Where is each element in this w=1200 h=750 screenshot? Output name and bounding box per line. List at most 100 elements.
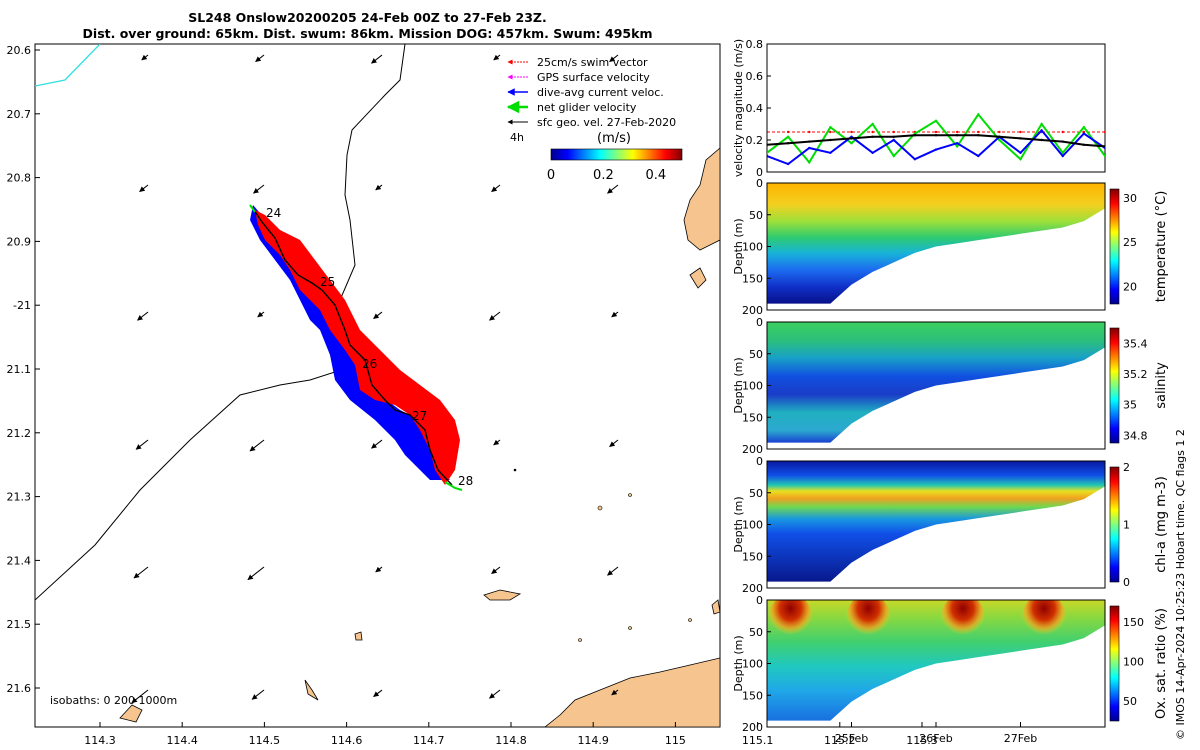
time-axis-ticks: 25Feb 26Feb 27Feb bbox=[835, 722, 1037, 745]
velocity-point bbox=[1103, 145, 1105, 148]
legend-gps-label: GPS surface velocity bbox=[537, 71, 650, 84]
velocity-y-tick-label: 0.8 bbox=[746, 38, 764, 51]
velocity-point bbox=[1040, 138, 1043, 142]
velocity-frame bbox=[766, 43, 1106, 173]
velocity-point bbox=[829, 138, 832, 142]
section-colorbar bbox=[1109, 327, 1120, 444]
velocity-point bbox=[892, 130, 895, 134]
geo-velocity-arrow bbox=[375, 184, 383, 191]
land-island bbox=[483, 589, 522, 601]
oxygen-maximum bbox=[846, 600, 891, 642]
section-y-tick-label: 0 bbox=[756, 455, 763, 468]
section-ylabel: Depth (m) bbox=[732, 357, 745, 413]
chart-title-line2: Dist. over ground: 65km. Dist. swum: 86k… bbox=[82, 26, 653, 41]
section-colorbar-tick-label: 35.2 bbox=[1123, 368, 1148, 381]
map-y-ticks: 20.6 20.7 20.8 20.9 -21 21.1 21.2 21.3 21.4 21.5 2… bbox=[7, 44, 40, 695]
section-oxygen-saturation: 0 50 100 150 200 Depth (m) 50 100 150 Ox. sat. ra… bbox=[732, 594, 1169, 734]
map-colorbar-title: (m/s) bbox=[597, 131, 631, 146]
land-islet bbox=[578, 638, 582, 642]
geo-velocity-arrow bbox=[609, 439, 619, 448]
geo-velocity-arrow bbox=[493, 439, 501, 446]
map-colorbar-ticks: 0 0.2 0.4 bbox=[547, 168, 666, 183]
geo-velocity-arrow bbox=[249, 439, 265, 452]
geo-velocity-arrow bbox=[373, 689, 383, 698]
section-y-tick-label: 50 bbox=[749, 348, 763, 361]
section-colorbar-tick-label: 50 bbox=[1123, 695, 1137, 708]
section-y-tick-label: 0 bbox=[756, 316, 763, 329]
map-y-tick-label: 21.2 bbox=[7, 427, 32, 440]
map-y-tick-label: 21.5 bbox=[7, 618, 32, 631]
section-colorbar-tick-label: 20 bbox=[1123, 280, 1137, 293]
velocity-point bbox=[1082, 143, 1086, 146]
velocity-point bbox=[829, 126, 832, 129]
velocity-point bbox=[1103, 130, 1105, 134]
map-x-tick-label: 115.3 bbox=[906, 734, 938, 747]
velocity-point bbox=[786, 130, 790, 134]
velocity-ylabel: velocity magnitude (m/s) bbox=[732, 39, 745, 177]
velocity-point bbox=[998, 138, 1001, 142]
velocity-point bbox=[871, 130, 874, 134]
geo-velocity-arrow bbox=[253, 184, 265, 194]
section-y-tick-label: 100 bbox=[742, 658, 763, 671]
velocity-y-tick-label: 0.4 bbox=[746, 102, 764, 115]
land-islet bbox=[597, 505, 603, 511]
section-colorbar bbox=[1109, 188, 1120, 305]
velocity-point bbox=[1103, 154, 1105, 158]
section-colorbar-tick-label: 35.4 bbox=[1123, 337, 1148, 350]
map-x-tick-label: 114.9 bbox=[577, 734, 609, 747]
section-y-tick-label: 150 bbox=[742, 411, 763, 424]
section-y-tick-label: 50 bbox=[749, 209, 763, 222]
section-ylabel: Depth (m) bbox=[732, 496, 745, 552]
velocity-point bbox=[998, 135, 1001, 138]
velocity-point bbox=[1019, 158, 1022, 161]
section-y-tick-label: 150 bbox=[742, 689, 763, 702]
section-y-tick-label: 0 bbox=[756, 177, 763, 190]
velocity-point bbox=[1019, 151, 1022, 154]
geo-velocity-arrow bbox=[247, 566, 265, 581]
velocity-point bbox=[871, 151, 874, 154]
velocity-point bbox=[934, 130, 938, 134]
section-ylabel: Depth (m) bbox=[732, 218, 745, 274]
day-label-28: 28 bbox=[458, 474, 473, 488]
net-glider-velocity-marker bbox=[444, 481, 463, 491]
velocity-point bbox=[892, 154, 895, 158]
land-islet bbox=[628, 626, 632, 630]
velocity-point bbox=[808, 146, 811, 150]
velocity-point bbox=[892, 138, 895, 142]
velocity-point bbox=[955, 145, 959, 148]
oxygen-maximum bbox=[940, 600, 985, 642]
map-x-ticks: 114.3 114.4 114.5 114.6 114.7 114.8 114.9 115 11… bbox=[84, 722, 938, 747]
velocity-point bbox=[786, 135, 790, 138]
geo-velocity-arrow bbox=[607, 184, 619, 194]
geo-velocity-arrow bbox=[139, 184, 149, 193]
interval-label: 4h bbox=[510, 131, 524, 144]
velocity-point bbox=[808, 130, 811, 134]
velocity-y-tick-label: 0 bbox=[756, 166, 763, 179]
section-y-tick-label: 200 bbox=[742, 304, 763, 317]
velocity-point bbox=[808, 140, 811, 143]
map-x-tick-label: 114.3 bbox=[84, 734, 116, 747]
map-colorbar-tick-label: 0.2 bbox=[593, 168, 614, 183]
time-tick-label: 25Feb bbox=[835, 732, 868, 745]
section-y-tick-label: 0 bbox=[756, 594, 763, 607]
geo-velocity-arrow bbox=[135, 439, 149, 450]
geo-velocity-arrow bbox=[375, 566, 383, 573]
section-y-tick-label: 200 bbox=[742, 582, 763, 595]
velocity-point bbox=[955, 134, 959, 137]
map-x-tick-label: 114.6 bbox=[331, 734, 363, 747]
section-data-fill bbox=[767, 322, 1105, 443]
section-y-tick-label: 200 bbox=[742, 721, 763, 734]
land-island bbox=[354, 631, 363, 641]
map-x-tick-label: 115.1 bbox=[742, 734, 774, 747]
time-tick-label: 27Feb bbox=[1004, 732, 1037, 745]
section-colorbar-tick-label: 100 bbox=[1123, 656, 1144, 669]
geostrophic-vector-field bbox=[131, 54, 619, 704]
section-y-tick-label: 150 bbox=[742, 272, 763, 285]
section-colorbar-label: salinity bbox=[1154, 362, 1169, 409]
geo-velocity-arrow bbox=[133, 566, 149, 579]
section-y-tick-label: 50 bbox=[749, 626, 763, 639]
map-x-tick-label: 115.2 bbox=[824, 734, 856, 747]
isobath-0m bbox=[35, 44, 101, 87]
